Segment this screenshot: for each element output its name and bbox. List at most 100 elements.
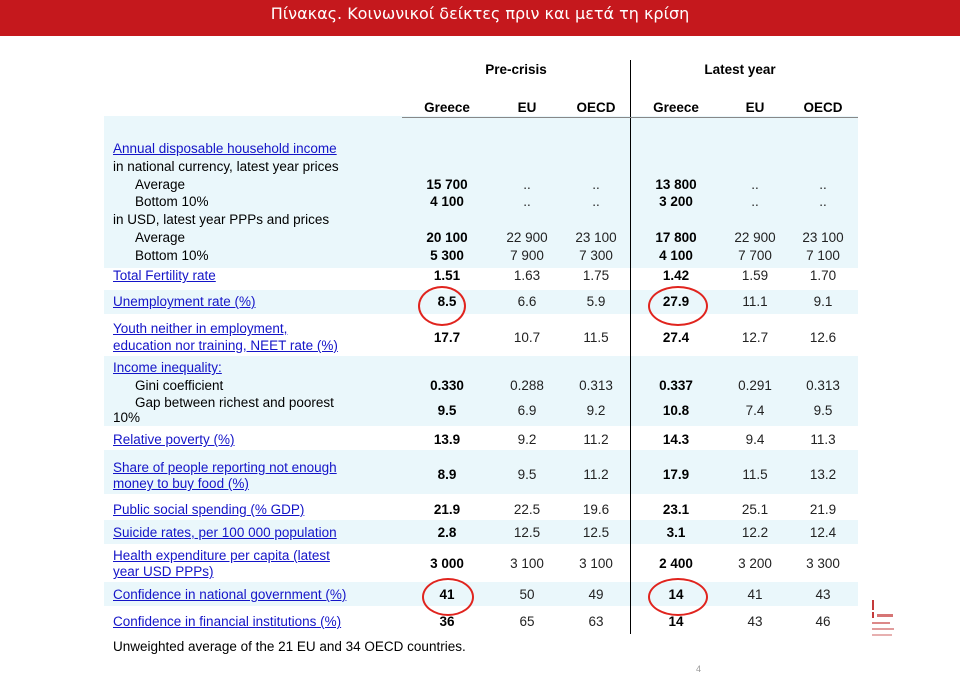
row-label-food[interactable]: money to buy food (%) bbox=[113, 476, 249, 491]
cell: 0.313 bbox=[806, 378, 840, 393]
col-header: EU bbox=[745, 100, 765, 115]
row-govt: 41 50 49 14 41 43 bbox=[104, 587, 858, 603]
row-label-food[interactable]: Share of people reporting not enough bbox=[113, 460, 337, 475]
cell: 3 300 bbox=[806, 556, 840, 571]
cell: 19.6 bbox=[582, 502, 610, 517]
cell: 11.5 bbox=[742, 467, 768, 482]
cell: 10.7 bbox=[513, 330, 541, 345]
row-label: Gap between richest and poorest bbox=[135, 395, 334, 410]
cell: 1.42 bbox=[662, 268, 690, 283]
cell: 63 bbox=[588, 614, 604, 629]
cell: 2.8 bbox=[437, 525, 457, 540]
highlight-circle bbox=[422, 578, 474, 616]
cell: 0.330 bbox=[430, 378, 464, 393]
cell: 3 200 bbox=[659, 194, 693, 209]
row-label-inequality[interactable]: Income inequality: bbox=[113, 360, 222, 375]
cell: 27.4 bbox=[662, 330, 690, 345]
cell: 1.59 bbox=[741, 268, 769, 283]
cell: .. bbox=[819, 177, 827, 192]
row-label-financial[interactable]: Confidence in financial institutions (%) bbox=[113, 614, 342, 629]
cell: 41 bbox=[747, 587, 763, 602]
cell: .. bbox=[523, 194, 531, 209]
cell: 21.9 bbox=[433, 502, 461, 517]
row-label: Bottom 10% bbox=[135, 248, 209, 263]
row-label-social-spending[interactable]: Public social spending (% GDP) bbox=[113, 502, 305, 517]
row-label-poverty[interactable]: Relative poverty (%) bbox=[113, 432, 235, 447]
cell: 3.1 bbox=[666, 525, 686, 540]
cell: 7 700 bbox=[738, 248, 772, 263]
cell: 4 100 bbox=[430, 194, 464, 209]
cell: 15 700 bbox=[426, 177, 468, 192]
row-social-spending: 21.9 22.5 19.6 23.1 25.1 21.9 bbox=[104, 502, 858, 518]
cell: .. bbox=[592, 177, 600, 192]
col-header: EU bbox=[517, 100, 537, 115]
col-header: OECD bbox=[576, 100, 616, 115]
cell: 12.6 bbox=[809, 330, 837, 345]
cell: .. bbox=[523, 177, 531, 192]
row-label-fertility[interactable]: Total Fertility rate bbox=[113, 268, 216, 283]
cell: 46 bbox=[815, 614, 831, 629]
band-suicide bbox=[104, 520, 858, 544]
cell: 17.9 bbox=[662, 467, 690, 482]
cell: 6.6 bbox=[517, 294, 537, 309]
row-label-health[interactable]: year USD PPPs) bbox=[113, 564, 214, 579]
cell: 0.313 bbox=[579, 378, 613, 393]
cell: 14.3 bbox=[662, 432, 690, 447]
page-number: 4 bbox=[696, 664, 702, 674]
group-header-latest: Latest year bbox=[704, 62, 776, 77]
row-suicide: 2.8 12.5 12.5 3.1 12.2 12.4 bbox=[104, 525, 858, 541]
cell: 1.75 bbox=[582, 268, 610, 283]
cell: 2 400 bbox=[659, 556, 693, 571]
row-label-neet[interactable]: Youth neither in employment, bbox=[113, 321, 288, 336]
band-food bbox=[104, 450, 858, 494]
row-label: Bottom 10% bbox=[135, 194, 209, 209]
cell: 1.70 bbox=[809, 268, 837, 283]
cell: 13 800 bbox=[655, 177, 697, 192]
row-bot1: 4 100 .. .. 3 200 .. .. bbox=[104, 194, 858, 210]
cell: 9.4 bbox=[745, 432, 765, 447]
cell: 11.2 bbox=[583, 467, 609, 482]
row-health: 3 000 3 100 3 100 2 400 3 200 3 300 bbox=[104, 556, 858, 572]
cell: 23 100 bbox=[575, 230, 617, 245]
cell: 43 bbox=[815, 587, 831, 602]
cell: 22 900 bbox=[734, 230, 776, 245]
row-label-health[interactable]: Health expenditure per capita (latest bbox=[113, 548, 330, 563]
cell: .. bbox=[592, 194, 600, 209]
cell: 17.7 bbox=[433, 330, 461, 345]
band-unemployment bbox=[104, 290, 858, 314]
cell: 11.1 bbox=[742, 294, 768, 309]
cell: 5.9 bbox=[586, 294, 606, 309]
row-bot2: 5 300 7 900 7 300 4 100 7 700 7 100 bbox=[104, 248, 858, 264]
row-label-govt[interactable]: Confidence in national government (%) bbox=[113, 587, 347, 602]
cell: 10.8 bbox=[662, 403, 690, 418]
row-label-neet[interactable]: education nor training, NEET rate (%) bbox=[113, 338, 338, 353]
institution-logo-icon bbox=[872, 600, 894, 636]
band-inequality bbox=[104, 356, 858, 426]
row-label: Average bbox=[135, 230, 186, 245]
cell: 9.2 bbox=[586, 403, 606, 418]
cell: 12.5 bbox=[582, 525, 610, 540]
social-indicators-table: Pre-crisis Latest year Greece EU OECD Gr… bbox=[104, 60, 858, 654]
row-fertility: 1.51 1.63 1.75 1.42 1.59 1.70 bbox=[104, 268, 858, 284]
cell: .. bbox=[819, 194, 827, 209]
cell: 36 bbox=[439, 614, 455, 629]
band-govt bbox=[104, 582, 858, 606]
cell: 9.5 bbox=[437, 403, 457, 418]
highlight-circle bbox=[648, 578, 708, 616]
row-label-natcur: in national currency, latest year prices bbox=[113, 159, 339, 174]
row-label-income[interactable]: Annual disposable household income bbox=[113, 141, 337, 156]
row-label-suicide[interactable]: Suicide rates, per 100 000 population bbox=[113, 525, 337, 540]
row-label-unemployment[interactable]: Unemployment rate (%) bbox=[113, 294, 256, 309]
col-header: Greece bbox=[653, 100, 699, 115]
cell: 11.3 bbox=[810, 432, 836, 447]
column-divider bbox=[630, 60, 631, 634]
cell: 9.1 bbox=[813, 294, 833, 309]
cell: 25.1 bbox=[741, 502, 769, 517]
cell: 9.2 bbox=[517, 432, 537, 447]
cell: 3 100 bbox=[579, 556, 613, 571]
cell: 13.2 bbox=[809, 467, 837, 482]
cell: 4 100 bbox=[659, 248, 693, 263]
page-title: Πίνακας. Κοινωνικοί δείκτες πριν και μετ… bbox=[270, 4, 690, 23]
cell: 50 bbox=[519, 587, 535, 602]
cell: 5 300 bbox=[430, 248, 464, 263]
